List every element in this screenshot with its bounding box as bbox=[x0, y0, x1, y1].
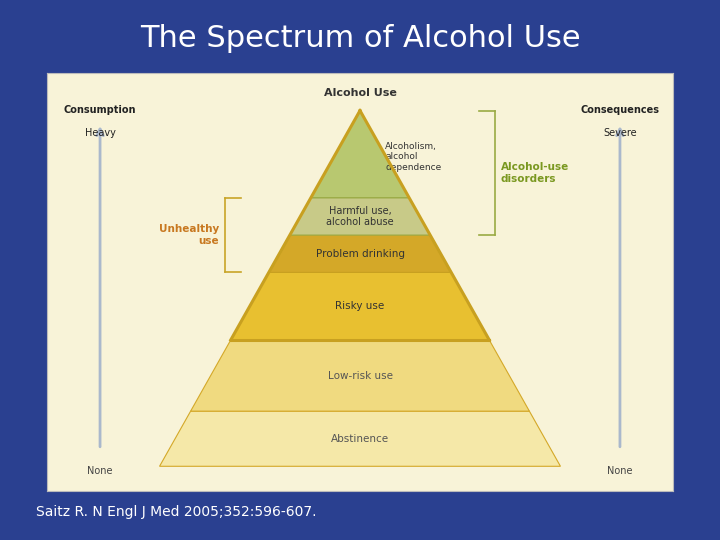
Text: None: None bbox=[607, 466, 633, 476]
Text: Consequences: Consequences bbox=[580, 105, 660, 114]
Text: Unhealthy
use: Unhealthy use bbox=[159, 224, 219, 246]
Text: Severe: Severe bbox=[603, 128, 636, 138]
Text: Saitz R. N Engl J Med 2005;352:596-607.: Saitz R. N Engl J Med 2005;352:596-607. bbox=[36, 505, 317, 519]
Text: Problem drinking: Problem drinking bbox=[315, 249, 405, 259]
Text: Consumption: Consumption bbox=[64, 105, 136, 114]
Text: Heavy: Heavy bbox=[85, 128, 115, 138]
Text: Alcohol Use: Alcohol Use bbox=[323, 87, 397, 98]
Text: Alcoholism,
alcohol
dependence: Alcoholism, alcohol dependence bbox=[385, 142, 441, 172]
Text: Harmful use,
alcohol abuse: Harmful use, alcohol abuse bbox=[326, 206, 394, 227]
Polygon shape bbox=[230, 272, 490, 340]
Polygon shape bbox=[311, 111, 409, 198]
Text: Abstinence: Abstinence bbox=[331, 434, 389, 444]
Text: The Spectrum of Alcohol Use: The Spectrum of Alcohol Use bbox=[140, 24, 580, 53]
Text: Low-risk use: Low-risk use bbox=[328, 370, 392, 381]
Polygon shape bbox=[269, 235, 451, 272]
Text: None: None bbox=[87, 466, 113, 476]
Text: Risky use: Risky use bbox=[336, 301, 384, 311]
Polygon shape bbox=[191, 340, 529, 411]
Polygon shape bbox=[160, 411, 560, 466]
Text: Alcohol-use
disorders: Alcohol-use disorders bbox=[501, 162, 570, 184]
Polygon shape bbox=[290, 198, 430, 235]
